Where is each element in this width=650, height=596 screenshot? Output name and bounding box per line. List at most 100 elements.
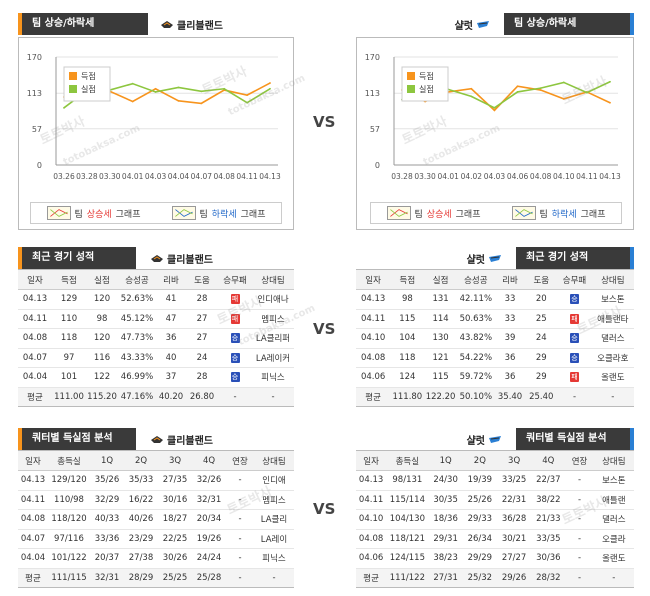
data-point [154, 87, 157, 90]
column-header[interactable]: 실점 [424, 269, 457, 290]
column-header[interactable]: 도움 [525, 269, 558, 290]
data-point [223, 87, 226, 90]
table-cell: 04.11 [356, 490, 387, 510]
column-header[interactable]: 4Q [192, 450, 226, 471]
column-header[interactable]: 3Q [496, 450, 532, 471]
table-cell: 평균 [356, 568, 387, 588]
x-tick-label: 04.02 [461, 172, 483, 181]
table-cell: 25/25 [158, 568, 192, 588]
right-trend-tab[interactable]: 팀 상승/하락세 [504, 13, 634, 35]
data-point [269, 82, 271, 84]
table-cell: 104/130 [386, 509, 429, 530]
table-cell: 22/37 [531, 470, 566, 491]
column-header[interactable]: 상대팀 [593, 450, 634, 471]
column-header[interactable]: 1Q [428, 450, 463, 471]
column-header[interactable]: 연장 [565, 450, 594, 471]
right-recent-tab[interactable]: 최근 경기 성적 [516, 247, 634, 269]
table-cell: 32/31 [192, 490, 226, 510]
column-header[interactable]: 승무패 [557, 269, 592, 290]
table-cell: - [565, 509, 594, 530]
table-cell: 118 [52, 328, 86, 349]
right-team-name: 샬럿 [455, 17, 490, 32]
y-tick-label: 170 [27, 53, 42, 62]
table-row: 04.08 118/120 40/33 40/26 18/27 20/34- LA클리 [18, 509, 294, 530]
x-tick-label: 03.28 [76, 172, 98, 181]
table-cell: 122 [86, 367, 118, 388]
table-cell: 24/24 [192, 548, 226, 569]
data-point [200, 90, 203, 93]
right-recent-table: 일자 득점 실점 승성공 리바 도움 승무패 상대팀 04.13 98 131 42.11% 33 20 승… [356, 269, 634, 407]
table-cell: 04.10 [356, 328, 391, 349]
table-cell: 인디애나 [252, 289, 294, 310]
table-cell: 오클라호 [591, 348, 634, 368]
column-header[interactable]: 2Q [462, 450, 497, 471]
y-tick-label: 113 [365, 89, 380, 98]
column-header[interactable]: 득점 [52, 269, 86, 290]
column-header[interactable]: 4Q [531, 450, 566, 471]
right-quarter-tab[interactable]: 쿼터별 득실점 분석 [516, 428, 634, 450]
column-header[interactable]: 리바 [156, 269, 186, 290]
table-cell: 04.04 [18, 367, 52, 388]
table-row: 04.08 118/121 29/31 26/34 30/21 33/35- 오클라 [356, 529, 634, 549]
table-cell: 130 [424, 328, 457, 349]
data-point [200, 102, 203, 105]
table-cell: 22/25 [158, 529, 192, 549]
column-header[interactable]: 상대팀 [254, 450, 294, 471]
table-cell: 29/29 [462, 548, 497, 569]
column-header[interactable]: 상대팀 [252, 269, 294, 290]
column-header[interactable]: 승성공 [456, 269, 495, 290]
left-quarter-tab[interactable]: 쿼터별 득실점 분석 [18, 428, 136, 450]
column-header[interactable]: 득점 [390, 269, 425, 290]
column-header[interactable]: 상대팀 [591, 269, 634, 290]
right-quarter-table: 일자 총득실 1Q 2Q 3Q 4Q 연장 상대팀 04.13 98/131 24/30 19/39 3… [356, 450, 634, 588]
average-row: 평균 111/122 27/31 25/32 29/26 28/32- - [356, 568, 634, 588]
result-badge: 패 [569, 372, 579, 383]
table-cell: 129/120 [48, 470, 90, 491]
column-header[interactable]: 연장 [226, 450, 254, 471]
data-point [516, 91, 519, 93]
table-row: 04.11 115/114 30/35 25/26 22/31 38/22- 애틀랜 [356, 490, 634, 510]
right-trend-header: 샬럿 팀 상승/하락세 [356, 13, 634, 35]
legend-swatch [407, 85, 415, 93]
table-cell: 111.80 [390, 387, 425, 407]
column-header[interactable]: 승성공 [118, 269, 156, 290]
table-cell: 28/32 [531, 568, 566, 588]
column-header[interactable]: 2Q [124, 450, 158, 471]
column-header[interactable]: 일자 [18, 450, 48, 471]
column-header[interactable]: 일자 [356, 269, 391, 290]
left-trend-tab[interactable]: 팀 상승/하락세 [18, 13, 148, 35]
column-header[interactable]: 일자 [356, 450, 387, 471]
legend-label: 실점 [419, 84, 434, 94]
legend-label: 득점 [419, 71, 434, 81]
table-cell: 124 [390, 367, 425, 388]
table-cell: 04.13 [356, 470, 387, 491]
left-recent-tab[interactable]: 최근 경기 성적 [18, 247, 136, 269]
table-cell: 19/39 [462, 470, 497, 491]
column-header[interactable]: 총득실 [48, 450, 90, 471]
vs-label-2: VS [313, 320, 336, 338]
table-cell: 멤피스 [254, 490, 294, 510]
column-header[interactable]: 도움 [186, 269, 218, 290]
column-header[interactable]: 승무패 [218, 269, 252, 290]
legend-swatch [69, 85, 77, 93]
left-chart-legend: 팀 상승세 그래프 팀 하락세 그래프 [30, 202, 282, 224]
table-cell: 애틀랜 [593, 490, 634, 510]
column-header[interactable]: 3Q [158, 450, 192, 471]
table-cell: 35.40 [494, 387, 526, 407]
table-cell: 36 [494, 348, 526, 368]
column-header[interactable]: 리바 [494, 269, 526, 290]
table-cell: 38/23 [428, 548, 463, 569]
result-badge-cell: 패 [557, 309, 592, 329]
table-cell: 27 [186, 328, 218, 349]
table-cell: 04.13 [356, 289, 391, 310]
table-cell: 118 [390, 348, 425, 368]
table-cell: 39 [494, 328, 526, 349]
column-header[interactable]: 1Q [90, 450, 124, 471]
column-header[interactable]: 총득실 [386, 450, 429, 471]
column-header[interactable]: 실점 [86, 269, 118, 290]
data-point [470, 95, 473, 98]
table-cell: 40/33 [90, 509, 124, 530]
column-header[interactable]: 일자 [18, 269, 52, 290]
table-cell: - [226, 470, 254, 491]
table-cell: - [226, 490, 254, 510]
